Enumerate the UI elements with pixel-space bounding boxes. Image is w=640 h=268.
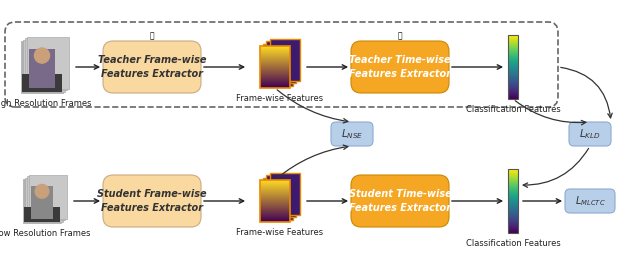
FancyBboxPatch shape xyxy=(25,177,63,221)
FancyBboxPatch shape xyxy=(22,74,62,92)
Text: Student Time-wise
Features Extractor: Student Time-wise Features Extractor xyxy=(349,189,451,213)
FancyBboxPatch shape xyxy=(266,175,296,217)
FancyBboxPatch shape xyxy=(351,175,449,227)
FancyBboxPatch shape xyxy=(269,173,300,215)
Text: Classification Features: Classification Features xyxy=(466,239,561,248)
FancyBboxPatch shape xyxy=(103,175,201,227)
FancyBboxPatch shape xyxy=(565,189,615,213)
FancyBboxPatch shape xyxy=(269,39,300,81)
FancyBboxPatch shape xyxy=(263,44,293,85)
FancyBboxPatch shape xyxy=(266,41,296,83)
Text: Classification Features: Classification Features xyxy=(466,105,561,114)
FancyBboxPatch shape xyxy=(27,176,65,220)
Text: Frame-wise Features: Frame-wise Features xyxy=(236,94,324,103)
FancyBboxPatch shape xyxy=(29,49,54,88)
FancyBboxPatch shape xyxy=(263,178,293,219)
Text: Low Resolution Frames: Low Resolution Frames xyxy=(0,229,90,238)
Circle shape xyxy=(35,184,49,198)
Text: 🔒: 🔒 xyxy=(397,32,403,40)
FancyBboxPatch shape xyxy=(29,174,67,218)
Text: Frame-wise Features: Frame-wise Features xyxy=(236,228,324,237)
Circle shape xyxy=(35,48,49,63)
FancyBboxPatch shape xyxy=(351,41,449,93)
Text: 🔒: 🔒 xyxy=(150,32,154,40)
Text: Student Frame-wise
Features Extractor: Student Frame-wise Features Extractor xyxy=(97,189,207,213)
FancyBboxPatch shape xyxy=(25,38,67,90)
Text: $L_{KLD}$: $L_{KLD}$ xyxy=(579,127,601,141)
FancyBboxPatch shape xyxy=(31,186,53,219)
Text: Teacher Time-wise
Features Extractor: Teacher Time-wise Features Extractor xyxy=(349,55,451,79)
FancyBboxPatch shape xyxy=(23,39,65,91)
Text: $L_{MLCTC}$: $L_{MLCTC}$ xyxy=(575,194,605,208)
Text: High Resolution Frames: High Resolution Frames xyxy=(0,99,92,108)
FancyBboxPatch shape xyxy=(28,36,69,88)
FancyBboxPatch shape xyxy=(331,122,373,146)
FancyBboxPatch shape xyxy=(103,41,201,93)
Text: $L_{NSE}$: $L_{NSE}$ xyxy=(341,127,363,141)
FancyBboxPatch shape xyxy=(569,122,611,146)
FancyBboxPatch shape xyxy=(21,41,63,93)
Text: Teacher Frame-wise
Features Extractor: Teacher Frame-wise Features Extractor xyxy=(98,55,206,79)
FancyBboxPatch shape xyxy=(24,207,60,222)
FancyBboxPatch shape xyxy=(23,179,61,223)
